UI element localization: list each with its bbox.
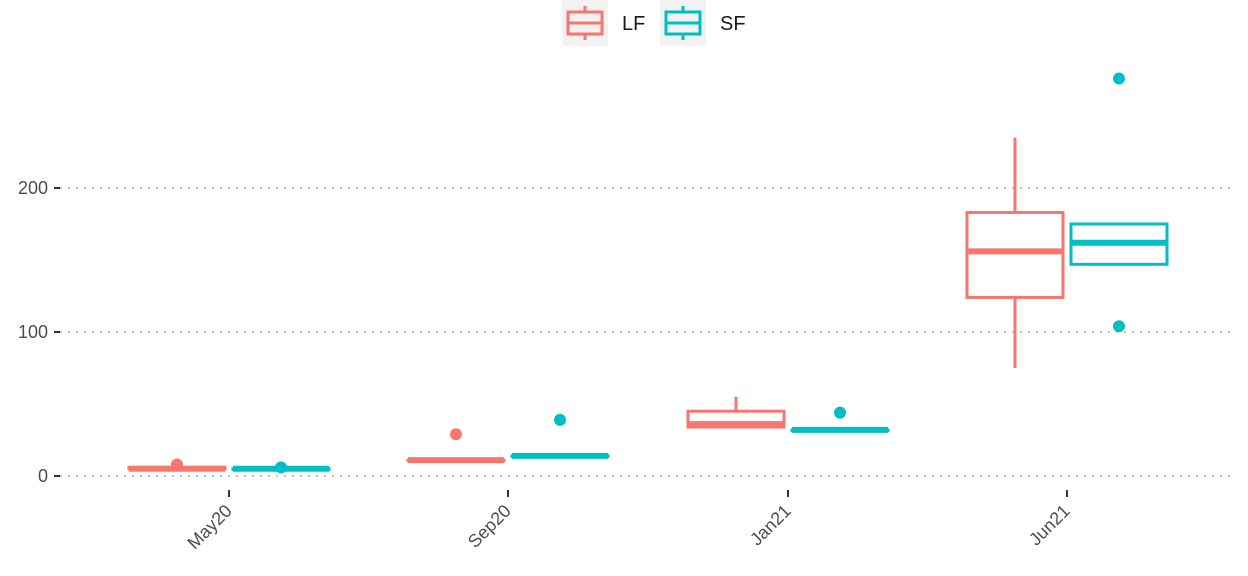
y-axis: 0 100 200 bbox=[18, 178, 60, 486]
y-tick-label: 200 bbox=[18, 178, 48, 198]
legend: LF SF bbox=[562, 0, 746, 46]
box-sf-jun21 bbox=[1069, 72, 1169, 333]
legend-item-lf: LF bbox=[562, 0, 645, 46]
x-tick-label: May20 bbox=[183, 501, 235, 553]
plot-area bbox=[127, 72, 1169, 474]
box-lf-may20 bbox=[127, 458, 227, 472]
legend-label: LF bbox=[622, 13, 645, 35]
y-tick-label: 100 bbox=[18, 322, 48, 342]
outlier-point bbox=[1113, 320, 1125, 333]
box-lf-jun21 bbox=[965, 137, 1065, 368]
y-tick-label: 0 bbox=[38, 466, 48, 486]
outlier-point bbox=[1113, 72, 1125, 85]
legend-label: SF bbox=[720, 13, 746, 35]
x-tick-label: Jun21 bbox=[1025, 501, 1074, 550]
legend-item-sf: SF bbox=[660, 0, 746, 46]
outlier-point bbox=[171, 458, 183, 471]
outlier-point bbox=[834, 406, 846, 419]
box-lf-jan21 bbox=[686, 396, 786, 429]
box-body bbox=[965, 210, 1065, 299]
x-tick-label: Sep20 bbox=[464, 501, 515, 552]
box-sf-jan21 bbox=[790, 406, 890, 433]
outlier-point bbox=[450, 428, 462, 441]
x-tick-label: Jan21 bbox=[746, 501, 795, 550]
box-sf-sep20 bbox=[510, 413, 610, 459]
box-sf-may20 bbox=[231, 461, 331, 474]
box-lf-sep20 bbox=[406, 428, 506, 464]
x-axis: May20 Sep20 Jan21 Jun21 bbox=[183, 490, 1074, 553]
outlier-point bbox=[554, 413, 566, 426]
outlier-point bbox=[275, 461, 287, 474]
